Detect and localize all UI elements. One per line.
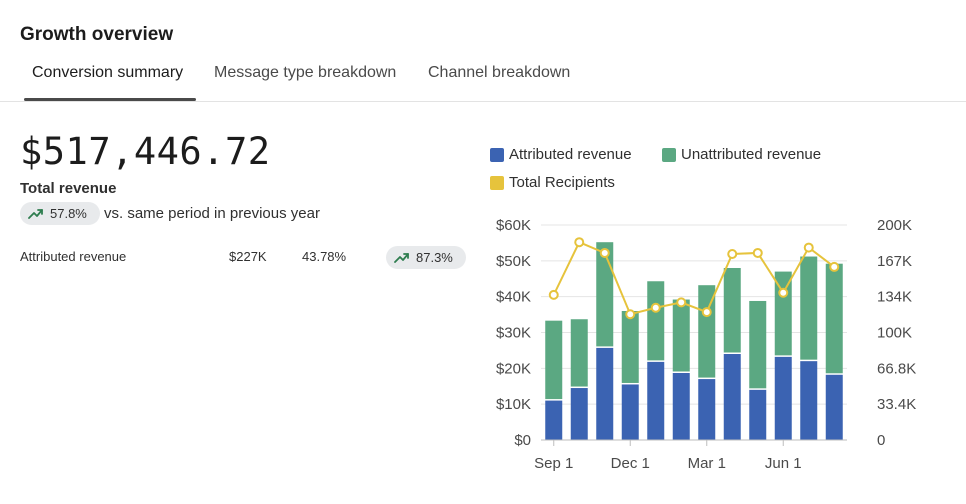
bar-attributed (621, 384, 639, 440)
bar-unattributed (698, 285, 716, 378)
breakdown-row-percent: 43.78% (302, 249, 347, 264)
x-tick-label: Jun 1 (765, 455, 802, 472)
change-badge: 57.8% (20, 202, 100, 225)
y-right-tick-label: 200K (877, 217, 912, 234)
recipients-point (778, 287, 789, 298)
breakdown-row-change-badge: 87.3% (386, 246, 466, 269)
y-left-tick-label: $20K (496, 360, 531, 377)
bar-unattributed (672, 299, 690, 372)
legend-label-recipients: Total Recipients (509, 174, 615, 191)
revenue-chart: $0 0 $10K 33.4K $20K 66.8K $30K 100K $40K 134K $50… (496, 217, 916, 472)
x-tick-label: Mar 1 (688, 455, 726, 472)
tab-conversion-summary[interactable]: Conversion summary (32, 64, 184, 81)
x-tick-label: Dec 1 (611, 455, 650, 472)
bar-attributed (749, 389, 767, 440)
y-left-tick-label: $60K (496, 217, 531, 234)
legend-item-attributed[interactable]: Attributed revenue (490, 146, 632, 163)
bar-unattributed (621, 311, 639, 383)
bar-unattributed (723, 268, 741, 353)
bar-unattributed (570, 319, 588, 387)
page-title: Growth overview (20, 24, 174, 45)
recipients-point (752, 247, 763, 258)
breakdown-row-change-value: 87.3% (416, 250, 453, 265)
y-right-tick-label: 33.4K (877, 396, 916, 413)
recipients-point (574, 237, 585, 248)
tab-channel-breakdown[interactable]: Channel breakdown (428, 64, 571, 81)
y-left-tick-label: $0 (514, 432, 531, 449)
x-tick-label: Sep 1 (534, 455, 573, 472)
legend-label-unattributed: Unattributed revenue (681, 146, 822, 163)
recipients-point (599, 247, 610, 258)
y-left-tick-label: $30K (496, 325, 531, 342)
y-right-tick-label: 0 (877, 432, 885, 449)
bar-attributed (545, 400, 563, 440)
y-right-tick-label: 100K (877, 325, 912, 342)
tab-bar: Conversion summary Message type breakdow… (0, 56, 966, 102)
y-right-tick-label: 134K (877, 289, 912, 306)
total-revenue-label: Total revenue (20, 180, 117, 197)
recipients-point (625, 309, 636, 320)
legend-swatch-recipients (490, 175, 504, 190)
trending-up-icon (394, 252, 409, 263)
y-left-tick-label: $50K (496, 253, 531, 270)
bar-attributed (570, 388, 588, 440)
legend-item-unattributed[interactable]: Unattributed revenue (662, 146, 821, 163)
bar-attributed (825, 374, 843, 440)
recipients-point (829, 261, 840, 272)
recipients-point (548, 289, 559, 300)
bar-attributed (800, 361, 818, 440)
recipients-point (803, 242, 814, 253)
y-left-tick-label: $40K (496, 289, 531, 306)
recipients-point (650, 302, 661, 313)
trending-up-icon (28, 208, 43, 219)
breakdown-row-amount: $227K (229, 249, 267, 264)
legend-item-recipients[interactable]: Total Recipients (490, 174, 615, 191)
active-tab-indicator (24, 98, 196, 101)
recipients-line (552, 240, 835, 316)
legend-swatch-unattributed (662, 147, 676, 162)
legend-label-attributed: Attributed revenue (509, 146, 632, 163)
bar-unattributed (545, 320, 563, 400)
tab-message-type-breakdown[interactable]: Message type breakdown (214, 64, 397, 81)
recipients-point (701, 307, 712, 318)
change-badge-value: 57.8% (50, 206, 87, 221)
bar-attributed (596, 347, 614, 440)
y-right-tick-label: 167K (877, 253, 912, 270)
bar-attributed (723, 354, 741, 440)
legend-swatch-attributed (490, 147, 504, 162)
comparison-text: vs. same period in previous year (104, 205, 320, 222)
bar-attributed (647, 361, 665, 440)
total-revenue-value: $517,446.72 (20, 130, 271, 173)
bar-unattributed (647, 281, 665, 361)
bar-unattributed (749, 300, 767, 389)
bar-unattributed (800, 256, 818, 360)
recipients-point (676, 297, 687, 308)
breakdown-row-label: Attributed revenue (20, 249, 127, 264)
bar-attributed (698, 379, 716, 440)
y-left-tick-label: $10K (496, 396, 531, 413)
bar-unattributed (596, 242, 614, 347)
y-right-tick-label: 66.8K (877, 360, 916, 377)
recipients-point (727, 249, 738, 260)
bar-attributed (774, 356, 792, 440)
bar-unattributed (825, 263, 843, 374)
bar-attributed (672, 372, 690, 440)
